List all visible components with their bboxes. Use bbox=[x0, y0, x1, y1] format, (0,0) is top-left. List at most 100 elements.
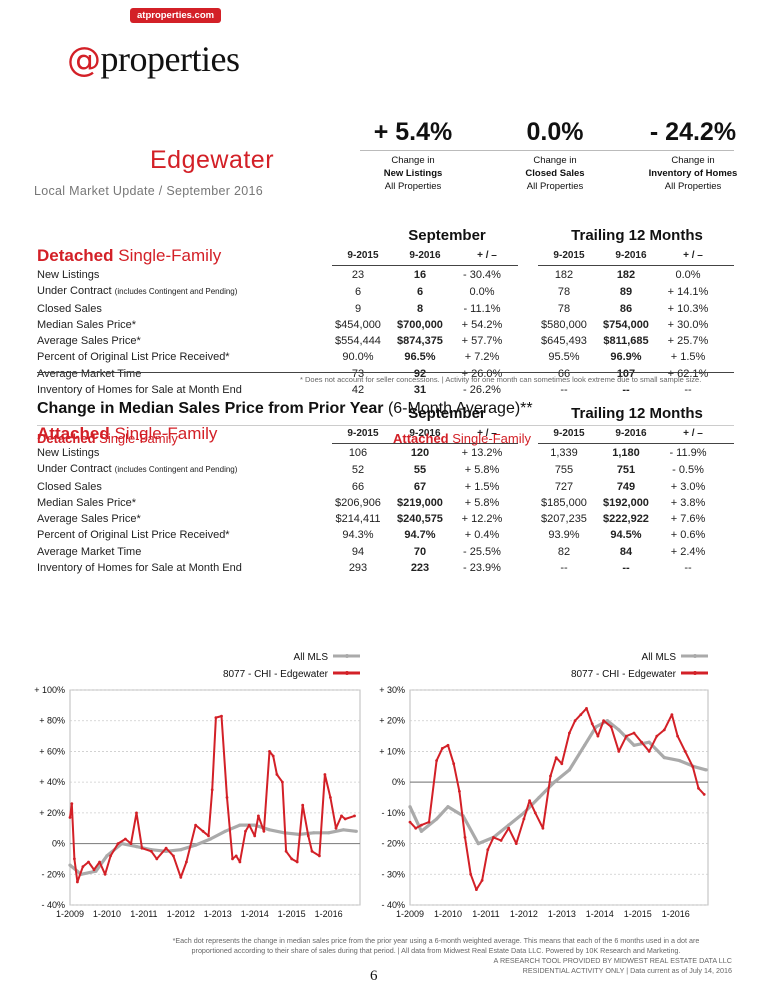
data-point bbox=[594, 725, 598, 729]
data-point bbox=[609, 725, 613, 729]
table-cell: - 26.2% bbox=[463, 384, 501, 397]
table-cell: 70 bbox=[413, 545, 427, 558]
table-cell: 107 bbox=[616, 367, 636, 380]
x-tick-label: 1-2014 bbox=[241, 909, 269, 919]
data-point bbox=[446, 743, 450, 747]
data-point bbox=[343, 817, 347, 821]
table-cell: $811,685 bbox=[603, 335, 649, 348]
data-point bbox=[514, 842, 518, 845]
data-point bbox=[268, 750, 271, 753]
attached-col-headers: 9-2015 9-2016 + / – 9-2015 9-2016 + / – bbox=[347, 428, 703, 439]
table-cell: + 26.0% bbox=[461, 367, 503, 380]
data-point bbox=[537, 795, 541, 800]
data-point bbox=[164, 846, 168, 850]
data-point bbox=[573, 719, 577, 723]
data-point bbox=[549, 774, 552, 778]
row-label: Average Sales Price* bbox=[37, 335, 141, 348]
table-cell: - 23.9% bbox=[463, 562, 501, 575]
detached-group-trailing: Trailing 12 Months bbox=[571, 227, 703, 244]
series-line-edgewater bbox=[409, 707, 705, 891]
footnote-provider: A RESEARCH TOOL PROVIDED BY MIDWEST REAL… bbox=[493, 956, 732, 975]
x-tick-label: 1-2013 bbox=[204, 909, 232, 919]
data-point bbox=[253, 823, 257, 827]
data-point bbox=[340, 814, 343, 818]
metric-closed-sales-value: 0.0% bbox=[526, 118, 584, 146]
table-cell: 182 bbox=[616, 269, 636, 281]
data-point bbox=[440, 747, 444, 750]
data-point bbox=[73, 857, 76, 861]
logo-at-symbol: @ bbox=[67, 40, 101, 80]
data-point bbox=[124, 837, 127, 841]
y-tick-label: + 20% bbox=[379, 716, 405, 726]
data-point bbox=[647, 740, 651, 744]
data-point bbox=[560, 762, 564, 766]
attached-chart-title: Attached Single-Family bbox=[393, 431, 531, 446]
x-tick-label: 1-2016 bbox=[315, 909, 343, 919]
table-cell: 751 bbox=[616, 463, 636, 476]
data-point bbox=[312, 831, 316, 835]
table-cell: $219,000 bbox=[397, 496, 443, 509]
y-tick-label: + 60% bbox=[39, 746, 65, 756]
data-point bbox=[655, 734, 659, 738]
table-cell: 9 bbox=[354, 302, 362, 315]
data-point bbox=[225, 796, 229, 799]
data-point bbox=[469, 872, 473, 876]
row-label: New Listings bbox=[37, 269, 100, 281]
data-point bbox=[238, 823, 242, 827]
table-cell: -- bbox=[560, 384, 568, 397]
table-cell: $754,000 bbox=[603, 318, 649, 331]
data-point bbox=[295, 860, 299, 864]
table-cell: - 30.4% bbox=[463, 269, 501, 281]
table-cell: -- bbox=[684, 384, 692, 397]
data-point bbox=[632, 731, 636, 735]
row-label: Closed Sales bbox=[37, 302, 102, 315]
table-cell: 16 bbox=[413, 269, 427, 281]
data-point bbox=[129, 842, 133, 845]
table-row: Closed Sales 9 8 - 11.1% 78 86 + 10.3% bbox=[37, 301, 719, 317]
data-point bbox=[435, 759, 438, 762]
detached-col-headers: 9-2015 9-2016 + / – 9-2015 9-2016 + / – bbox=[347, 250, 703, 261]
table-cell: 293 bbox=[348, 562, 368, 575]
data-point bbox=[583, 743, 587, 747]
table-row: Under Contract (includes Contingent and … bbox=[37, 461, 719, 478]
series-line-all-mls bbox=[408, 719, 707, 846]
data-point bbox=[602, 719, 605, 723]
data-point bbox=[105, 854, 109, 858]
data-point bbox=[541, 826, 545, 830]
data-point bbox=[632, 743, 636, 747]
data-point bbox=[617, 750, 621, 753]
table-cell: 78 bbox=[557, 285, 571, 298]
table-cell: + 0.4% bbox=[464, 529, 500, 542]
page-number: 6 bbox=[370, 968, 378, 984]
detached-section-title: Detached Single-Family bbox=[37, 246, 222, 265]
table-cell: 92 bbox=[413, 367, 427, 380]
table-cell: + 3.0% bbox=[670, 480, 706, 493]
data-point bbox=[528, 799, 531, 802]
table-cell: 82 bbox=[557, 545, 571, 558]
table-cell: + 62.1% bbox=[667, 367, 709, 380]
data-point bbox=[567, 768, 571, 772]
data-point bbox=[507, 823, 511, 827]
y-tick-label: + 80% bbox=[39, 716, 65, 726]
table-cell: 89 bbox=[619, 285, 633, 298]
data-point bbox=[554, 756, 558, 759]
x-tick-label: 1-2012 bbox=[167, 909, 195, 919]
data-point bbox=[290, 857, 294, 861]
data-point bbox=[207, 834, 210, 838]
data-point bbox=[275, 773, 279, 776]
data-point bbox=[103, 872, 107, 876]
site-badge[interactable]: atproperties.com bbox=[130, 8, 222, 23]
table-cell: $554,444 bbox=[335, 335, 381, 348]
data-point bbox=[435, 817, 439, 821]
row-label: Average Market Time bbox=[37, 545, 142, 558]
data-point bbox=[98, 860, 101, 864]
detached-group-month: September bbox=[408, 227, 486, 244]
table-cell: 84 bbox=[619, 545, 633, 558]
table-row: Under Contract (includes Contingent and … bbox=[37, 283, 719, 300]
table-cell: $206,906 bbox=[335, 496, 381, 509]
table-cell: + 1.5% bbox=[464, 480, 500, 493]
data-point bbox=[234, 854, 238, 858]
data-point bbox=[414, 826, 418, 830]
data-point bbox=[318, 854, 321, 858]
data-point bbox=[247, 823, 251, 827]
